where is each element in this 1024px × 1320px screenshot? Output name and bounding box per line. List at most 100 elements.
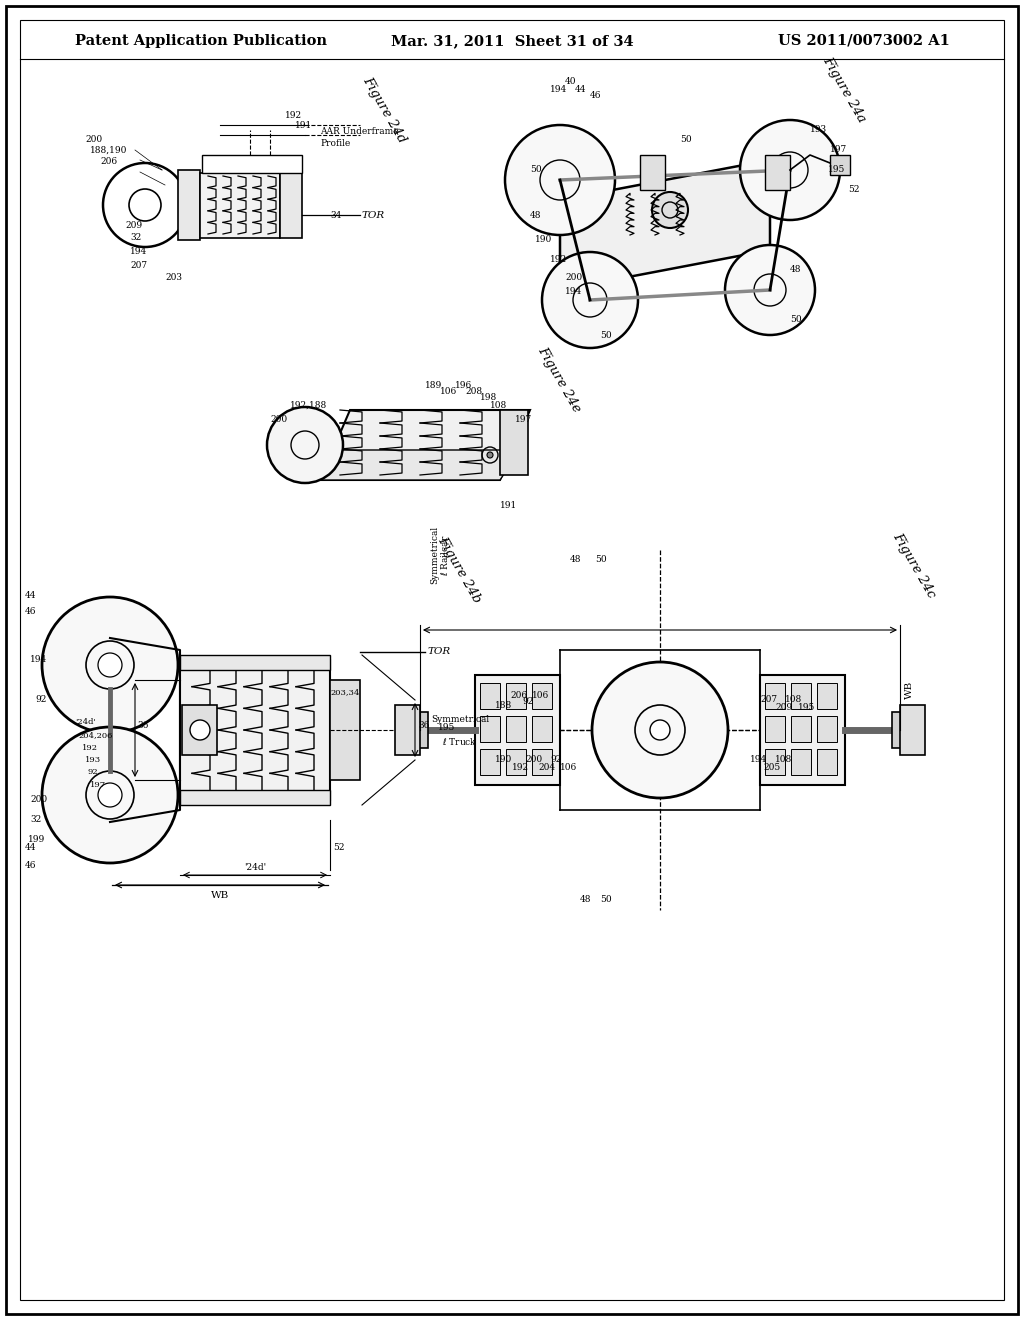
Text: 188: 188	[495, 701, 512, 710]
Bar	[202, 154, 302, 173]
Bar	[817, 715, 837, 742]
Bar	[180, 660, 330, 800]
Text: 204,206: 204,206	[78, 731, 113, 739]
Bar	[817, 748, 837, 775]
Text: Figure 24a: Figure 24a	[820, 55, 868, 125]
Text: 197: 197	[830, 145, 847, 154]
Text: 52: 52	[848, 186, 859, 194]
Bar	[817, 682, 837, 709]
Bar	[640, 154, 665, 190]
Circle shape	[650, 719, 670, 741]
Text: 208: 208	[465, 388, 482, 396]
Text: 198: 198	[480, 393, 498, 403]
Text: 197: 197	[515, 416, 532, 425]
Text: 197: 197	[90, 781, 106, 789]
Text: 50: 50	[600, 895, 611, 904]
Text: Symmetrical: Symmetrical	[431, 715, 489, 723]
Text: 92: 92	[35, 696, 46, 705]
Bar	[765, 748, 785, 775]
Circle shape	[725, 246, 815, 335]
Bar	[280, 173, 302, 238]
Text: 108: 108	[775, 755, 793, 764]
Text: 106: 106	[532, 690, 549, 700]
Text: '24d': '24d'	[244, 863, 266, 873]
Bar	[480, 715, 500, 742]
Text: 48: 48	[570, 556, 582, 565]
Text: 206: 206	[100, 157, 117, 166]
Text: 46: 46	[25, 861, 37, 870]
Text: 192: 192	[512, 763, 529, 772]
Text: WB: WB	[905, 681, 914, 700]
Text: 200: 200	[85, 136, 102, 144]
Circle shape	[98, 653, 122, 677]
Bar	[760, 675, 845, 785]
Text: Mar. 31, 2011  Sheet 31 of 34: Mar. 31, 2011 Sheet 31 of 34	[391, 34, 633, 48]
Text: AAR Underframe: AAR Underframe	[319, 128, 398, 136]
Text: 36: 36	[137, 721, 148, 730]
Text: 209: 209	[775, 704, 793, 713]
Text: 207: 207	[760, 696, 777, 705]
Polygon shape	[319, 411, 530, 480]
Bar	[830, 154, 850, 176]
Text: 194: 194	[565, 288, 583, 297]
Circle shape	[190, 719, 210, 741]
Text: 191: 191	[500, 500, 517, 510]
Polygon shape	[319, 450, 520, 480]
Text: $\mathbf{\mathit{\ell}}$ Truck: $\mathbf{\mathit{\ell}}$ Truck	[442, 737, 477, 747]
Text: US 2011/0073002 A1: US 2011/0073002 A1	[778, 34, 950, 48]
Text: Figure 24d: Figure 24d	[360, 75, 409, 145]
Text: 44: 44	[25, 843, 37, 853]
Circle shape	[487, 451, 493, 458]
Text: 106: 106	[440, 388, 458, 396]
Text: 193: 193	[810, 125, 827, 135]
Bar	[506, 748, 526, 775]
Circle shape	[652, 191, 688, 228]
Text: 194: 194	[750, 755, 767, 764]
Bar	[532, 682, 552, 709]
Text: WB: WB	[211, 891, 229, 899]
Circle shape	[592, 663, 728, 799]
Text: 48: 48	[530, 210, 542, 219]
Bar	[480, 748, 500, 775]
Bar	[180, 655, 330, 671]
Bar	[532, 748, 552, 775]
Bar	[506, 715, 526, 742]
Circle shape	[98, 783, 122, 807]
Text: 206: 206	[510, 690, 527, 700]
Text: 50: 50	[790, 315, 802, 325]
Text: 196: 196	[455, 380, 472, 389]
Text: $\mathbf{\mathit{\ell}}$ Railcar: $\mathbf{\mathit{\ell}}$ Railcar	[439, 535, 451, 576]
Text: 46: 46	[25, 607, 37, 616]
Circle shape	[740, 120, 840, 220]
Text: 192: 192	[82, 744, 98, 752]
Text: 92: 92	[522, 697, 534, 706]
Bar	[765, 715, 785, 742]
Bar	[410, 711, 428, 748]
Text: Figure 24b: Figure 24b	[435, 535, 483, 606]
Text: 200: 200	[30, 796, 47, 804]
Text: Profile: Profile	[319, 140, 350, 149]
Text: 209: 209	[125, 220, 142, 230]
Text: 192: 192	[285, 111, 302, 120]
Text: 195: 195	[828, 165, 846, 174]
Circle shape	[542, 252, 638, 348]
Bar	[475, 675, 560, 785]
Text: 50: 50	[530, 165, 542, 174]
Text: 50: 50	[680, 136, 691, 144]
Bar	[395, 705, 420, 755]
Text: 205: 205	[763, 763, 780, 772]
Circle shape	[505, 125, 615, 235]
Text: 195: 195	[798, 704, 815, 713]
Text: 108: 108	[785, 696, 802, 705]
Text: Symmetrical: Symmetrical	[430, 525, 439, 583]
Text: 106: 106	[560, 763, 578, 772]
Text: 92: 92	[88, 768, 98, 776]
Bar	[200, 173, 280, 238]
Text: 190: 190	[495, 755, 512, 764]
Bar	[506, 682, 526, 709]
Text: '24d': '24d'	[75, 718, 96, 726]
Bar	[765, 154, 790, 190]
Text: Figure 24c: Figure 24c	[890, 531, 938, 599]
Text: Patent Application Publication: Patent Application Publication	[75, 34, 327, 48]
Bar	[765, 682, 785, 709]
